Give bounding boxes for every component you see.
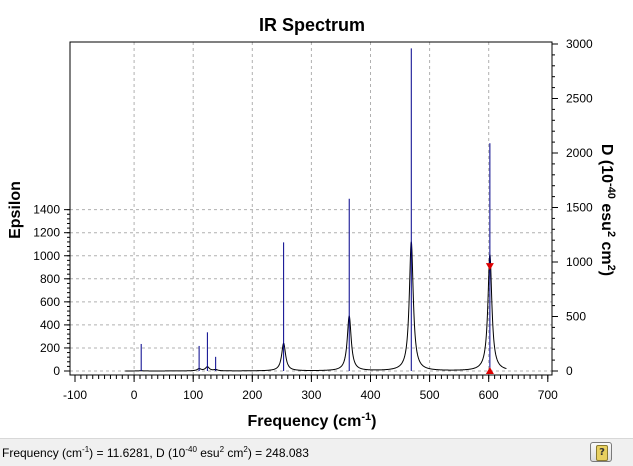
marker-layer bbox=[485, 263, 494, 374]
spectrum-line bbox=[125, 241, 507, 372]
ir-spectrum-chart: IR Spectrum -100 0 100 200 300 400 500 600 70002… bbox=[7, 15, 617, 430]
y-right-tick-label: 0 bbox=[566, 364, 573, 378]
help-button[interactable]: ? bbox=[590, 442, 612, 462]
x-tick-label: 100 bbox=[183, 388, 203, 402]
x-tick-label: 300 bbox=[301, 388, 321, 402]
x-tick-label: 400 bbox=[360, 388, 380, 402]
chart-area: IR Spectrum -100 0 100 200 300 400 500 600 700 0 2… bbox=[0, 0, 633, 438]
sticks-layer bbox=[140, 48, 491, 371]
x-tick-label: 700 bbox=[538, 388, 558, 402]
x-tick-label: 600 bbox=[479, 388, 499, 402]
y-left-tick-label: 1000 bbox=[33, 249, 60, 263]
selection-marker-bottom bbox=[485, 367, 494, 374]
selection-marker-top bbox=[485, 263, 494, 271]
y-right-tick-label: 1500 bbox=[566, 201, 593, 215]
y-left-tick-label: 0 bbox=[53, 364, 60, 378]
x-tick-label: -100 bbox=[63, 388, 87, 402]
y-left-tick-label: 200 bbox=[40, 341, 60, 355]
y-right-tick-label: 2000 bbox=[566, 146, 593, 160]
y-right-tick-label: 2500 bbox=[566, 92, 593, 106]
x-tick-label: 500 bbox=[420, 388, 440, 402]
y-right-tick-label: 500 bbox=[566, 310, 586, 324]
spectrum-layer bbox=[125, 241, 507, 372]
y-axis-right-label: D (10-40 esu2 cm2) bbox=[598, 144, 617, 276]
grid bbox=[70, 42, 552, 375]
y-right-tick-label: 3000 bbox=[566, 37, 593, 51]
y-left-tick-label: 800 bbox=[40, 272, 60, 286]
x-axis-label: Frequency (cm-1) bbox=[248, 411, 377, 430]
axes: -100 0 100 200 300 400 500 600 70002004006008001… bbox=[33, 37, 593, 402]
help-book-icon: ? bbox=[596, 445, 608, 461]
status-readout: Frequency (cm-1) = 11.6281, D (10-40 esu… bbox=[2, 445, 309, 460]
status-bar: Frequency (cm-1) = 11.6281, D (10-40 esu… bbox=[0, 438, 633, 466]
chart-title: IR Spectrum bbox=[259, 15, 365, 35]
x-tick-label: 0 bbox=[131, 388, 138, 402]
y-axis-left-label: Epsilon bbox=[7, 181, 24, 239]
x-tick-label: 200 bbox=[242, 388, 262, 402]
y-right-tick-label: 1000 bbox=[566, 255, 593, 269]
y-left-tick-label: 600 bbox=[40, 295, 60, 309]
y-left-tick-label: 1200 bbox=[33, 226, 60, 240]
y-left-tick-label: 1400 bbox=[33, 203, 60, 217]
y-left-tick-label: 400 bbox=[40, 318, 60, 332]
